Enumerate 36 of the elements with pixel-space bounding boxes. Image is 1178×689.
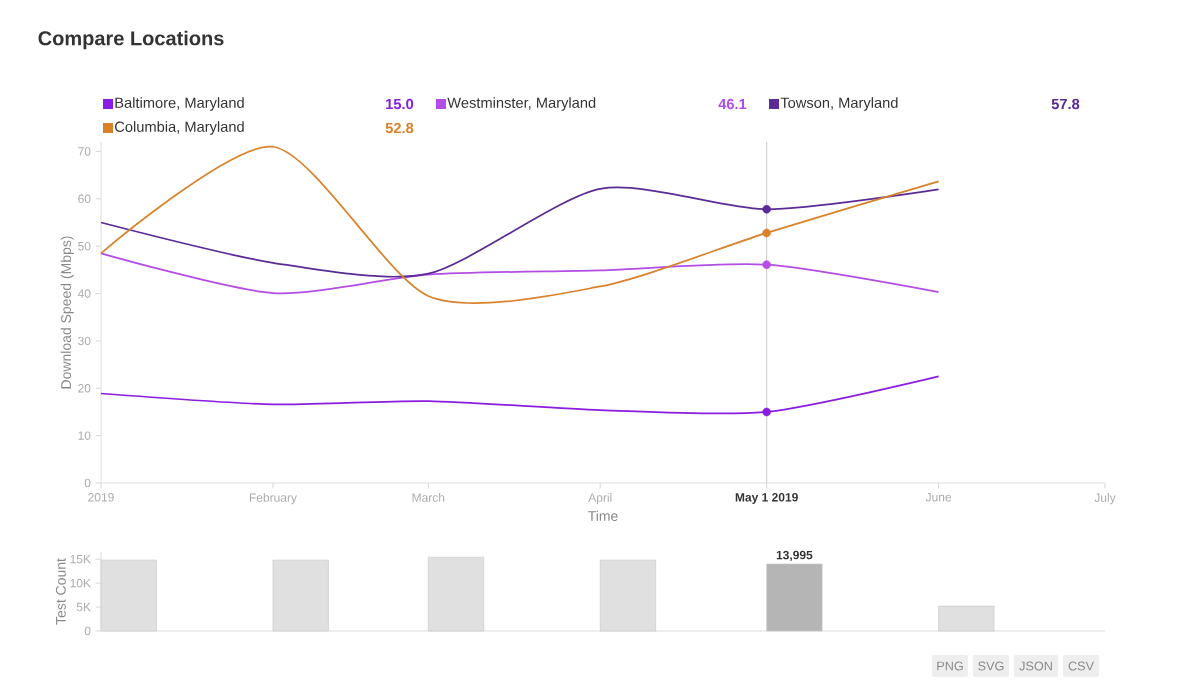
x-tick-label: May 1 2019 [735,493,798,504]
text: JSON [1019,661,1052,671]
legend-label: Baltimore, Maryland [115,97,244,111]
y-tick-label: 50 [78,241,91,251]
y-axis-title: Download Speed (Mbps) [60,236,74,389]
legend-label: Towson, Maryland [780,97,898,111]
y-tick-label: 10 [78,431,91,440]
text: 52.8 [385,122,414,134]
y-tick-label: 5K [76,602,91,612]
data-label: 13,995 [776,550,813,562]
y-tick-label: 40 [77,289,91,298]
text: 15.0 [386,98,414,110]
x-tick-label: March [412,493,445,502]
x-tick-label: April [588,493,612,505]
text: 57.8 [1051,98,1080,110]
chart-title: Compare Locations [38,30,224,50]
x-tick-label: February [249,493,297,505]
x-tick-label: June [925,493,952,502]
y-tick-label: 70 [78,147,91,156]
y-tick-label: 0 [84,478,91,488]
y-tick-label: 15K [70,554,91,564]
y-tick-label: 20 [78,384,91,393]
text: PNG [937,661,963,671]
text: SVG [978,661,1004,671]
x-axis-title: Time [588,510,618,522]
text: 46.1 [718,98,747,110]
legend-label: Westminster, Maryland [447,97,596,111]
legend-label: Columbia, Maryland [115,121,244,135]
text: CSV [1068,661,1094,671]
y-tick-label: 0 [84,626,91,636]
x-tick-label: 2019 [88,493,114,502]
y-tick-label: 30 [78,336,91,346]
x-tick-label: July [1094,493,1116,505]
y-tick-label: 60 [78,194,91,204]
y-tick-label: 10K [70,578,91,588]
y-axis-title: Test Count [55,558,66,625]
